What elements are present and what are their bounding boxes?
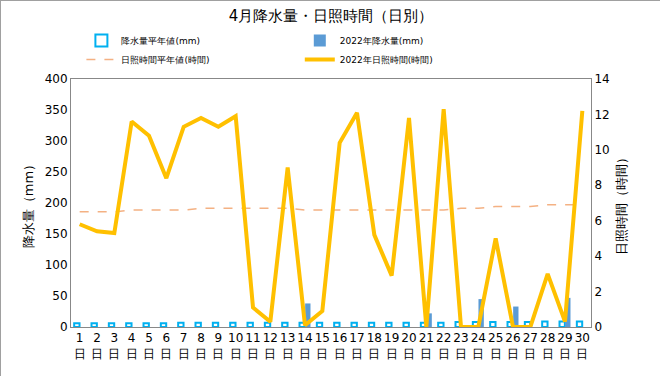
svg-text:21日: 21日 — [419, 331, 434, 361]
svg-text:17日: 17日 — [349, 331, 364, 361]
svg-text:12: 12 — [594, 108, 609, 122]
svg-text:28日: 28日 — [540, 331, 555, 361]
svg-text:400: 400 — [45, 72, 68, 86]
svg-text:1日: 1日 — [74, 331, 86, 361]
svg-text:27日: 27日 — [523, 331, 538, 361]
svg-text:250: 250 — [45, 165, 68, 179]
svg-text:3日: 3日 — [108, 331, 120, 361]
svg-text:26日: 26日 — [505, 331, 520, 361]
svg-text:4: 4 — [594, 249, 602, 263]
svg-text:0: 0 — [594, 320, 602, 334]
svg-text:300: 300 — [45, 134, 68, 148]
svg-text:6日: 6日 — [160, 331, 172, 361]
svg-text:24日: 24日 — [471, 331, 486, 361]
svg-text:11日: 11日 — [245, 331, 260, 361]
svg-text:16日: 16日 — [332, 331, 347, 361]
svg-text:日照時間（時間）: 日照時間（時間） — [614, 151, 629, 255]
svg-text:350: 350 — [45, 103, 68, 117]
svg-text:2日: 2日 — [91, 331, 103, 361]
svg-text:14: 14 — [594, 72, 609, 86]
svg-text:4月降水量・日照時間（日別）: 4月降水量・日照時間（日別） — [229, 7, 434, 25]
svg-text:150: 150 — [45, 227, 68, 241]
svg-text:2022年日照時間(時間): 2022年日照時間(時間) — [340, 55, 433, 65]
svg-text:15日: 15日 — [315, 331, 330, 361]
svg-text:18日: 18日 — [367, 331, 382, 361]
svg-text:8: 8 — [594, 178, 602, 192]
svg-text:29日: 29日 — [557, 331, 572, 361]
svg-text:5日: 5日 — [143, 331, 155, 361]
svg-text:0: 0 — [60, 320, 68, 334]
svg-text:6: 6 — [594, 214, 602, 228]
svg-text:50: 50 — [52, 289, 67, 303]
svg-text:19日: 19日 — [384, 331, 399, 361]
svg-text:2: 2 — [594, 285, 602, 299]
svg-text:14日: 14日 — [297, 331, 312, 361]
svg-text:日照時間平年値(時間): 日照時間平年値(時間) — [121, 55, 209, 65]
svg-text:10日: 10日 — [228, 331, 243, 361]
svg-text:13日: 13日 — [280, 331, 295, 361]
svg-text:4日: 4日 — [126, 331, 138, 361]
svg-text:7日: 7日 — [178, 331, 190, 361]
svg-text:10: 10 — [594, 143, 609, 157]
svg-text:降水量平年値(mm): 降水量平年値(mm) — [121, 36, 200, 46]
svg-text:20日: 20日 — [401, 331, 416, 361]
svg-text:200: 200 — [45, 196, 68, 210]
svg-text:8日: 8日 — [195, 331, 207, 361]
svg-text:9日: 9日 — [212, 331, 224, 361]
svg-text:23日: 23日 — [453, 331, 468, 361]
svg-text:25日: 25日 — [488, 331, 503, 361]
svg-text:100: 100 — [45, 258, 68, 272]
svg-text:12日: 12日 — [263, 331, 278, 361]
svg-text:30日: 30日 — [575, 331, 590, 361]
svg-text:降水量（mm）: 降水量（mm） — [21, 158, 36, 248]
svg-text:2022年降水量(mm): 2022年降水量(mm) — [340, 36, 423, 46]
svg-text:22日: 22日 — [436, 331, 451, 361]
